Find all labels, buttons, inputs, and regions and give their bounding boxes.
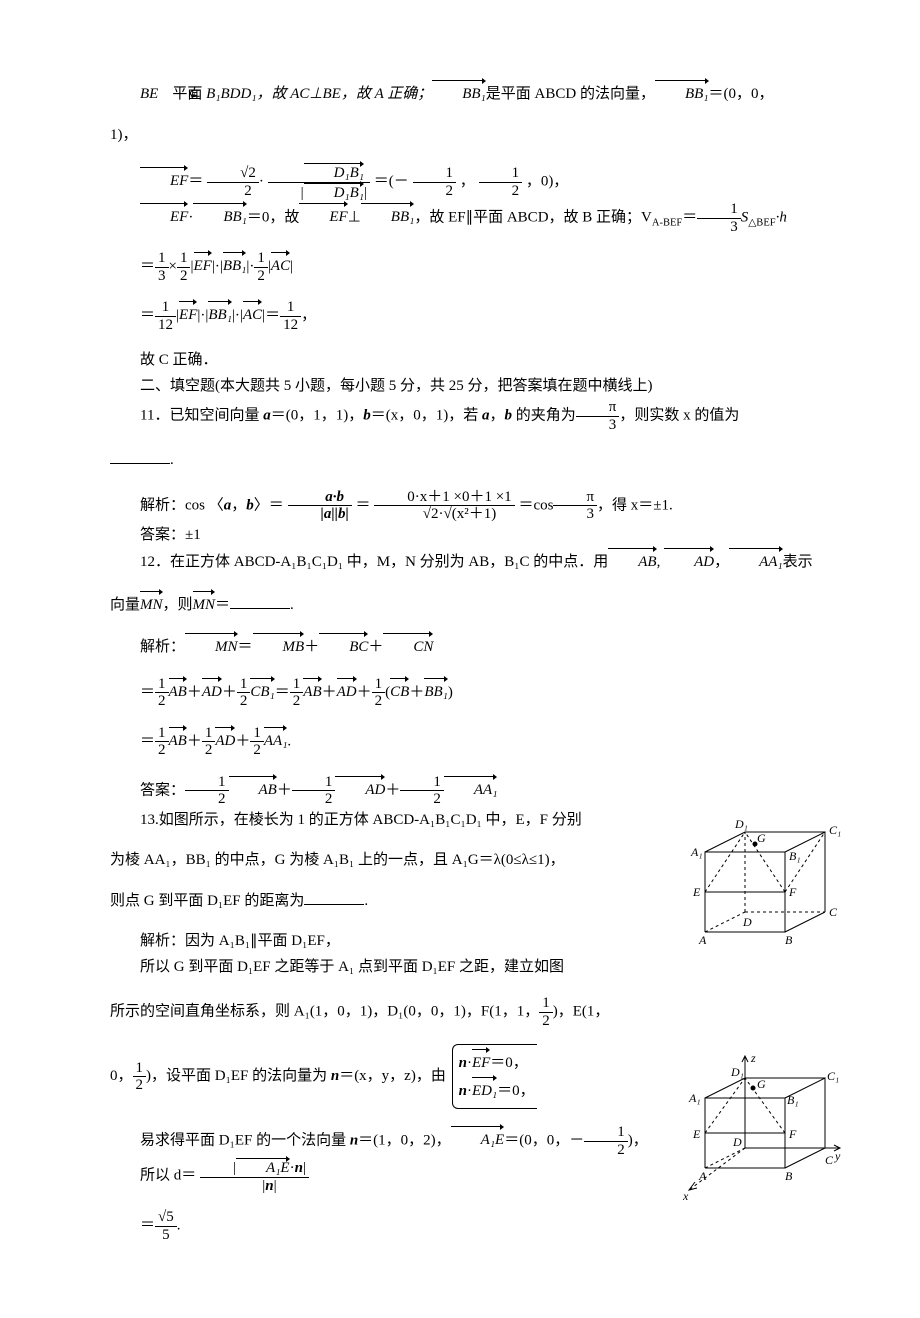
fill-blank[interactable] [110, 463, 170, 464]
brace-icon: n·EF＝0， n·ED₁＝0， [452, 1044, 537, 1109]
svg-text:D: D [742, 915, 752, 929]
vector-icon: BB₁ [432, 80, 486, 108]
text: 是平面 ABCD 的法向量， [486, 86, 655, 102]
answer-12: 答案：12AB＋12AD＋12AA₁ [110, 774, 850, 808]
svg-text:E: E [692, 885, 701, 899]
svg-text:A: A [698, 933, 707, 947]
solution-12: 解析：MN＝MB＋BC＋CN [110, 633, 850, 661]
text: B₁BDD₁，故 AC⊥BE，故 A 正确； [206, 86, 432, 102]
blank-line: . [110, 448, 850, 474]
vector-icon: EF [140, 203, 188, 231]
paragraph: 1)， [110, 123, 850, 149]
cube-svg: A B C D A₁ B₁ C₁ D₁ E F G [685, 812, 850, 962]
svg-text:C: C [829, 905, 838, 919]
paragraph: EF·BB₁＝0，故EF⊥BB₁，故 EF∥平面 ABCD，故 B 正确；VA-… [110, 201, 850, 235]
svg-text:z: z [750, 1051, 756, 1065]
fraction: 13 [697, 201, 741, 235]
answer-11: 答案：±1 [110, 523, 850, 549]
svg-text:D₁: D₁ [730, 1065, 744, 1079]
paragraph: 故 C 正确． [110, 348, 850, 374]
svg-text:D₁: D₁ [734, 817, 748, 831]
figure-cube-2: A B C D A₁ B₁ C₁ D₁ E F G x y z [675, 1048, 850, 1218]
svg-text:y: y [834, 1149, 841, 1163]
svg-text:G: G [757, 831, 766, 845]
text: BE [140, 86, 158, 102]
svg-text:C₁: C₁ [827, 1069, 839, 1083]
text: ＝(－ [374, 173, 409, 189]
equation: ＝12AB＋AD＋12CB₁＝12AB＋AD＋12(CB＋BB₁) [140, 676, 850, 710]
svg-text:F: F [788, 1127, 797, 1141]
fraction: D₁B₁ |D₁B₁| [268, 163, 370, 201]
svg-text:E: E [692, 1127, 701, 1141]
figure-cube-1: A B C D A₁ B₁ C₁ D₁ E F G [685, 812, 850, 972]
text: 1)， [110, 127, 138, 143]
svg-text:G: G [757, 1077, 766, 1091]
equation: ＝112|EF|·|BB₁|·|AC|＝112， [140, 299, 850, 333]
text: ，0)， [526, 173, 569, 189]
svg-text:B₁: B₁ [787, 1093, 799, 1107]
svg-text:B: B [785, 1169, 793, 1183]
vector-icon: EF [299, 203, 347, 231]
svg-text:C: C [825, 1153, 834, 1167]
svg-text:A₁: A₁ [690, 845, 703, 859]
solution-11: 解析：cos 〈a，b〉＝ a·b|a||b| ＝ 0·x＋1 ×0＋1 ×1√… [110, 489, 850, 523]
fill-blank[interactable] [230, 608, 290, 609]
svg-text:C₁: C₁ [829, 823, 841, 837]
fraction: |A₁E·n| |n| [200, 1158, 309, 1194]
cube-axes-svg: A B C D A₁ B₁ C₁ D₁ E F G x y z [675, 1048, 850, 1208]
fraction: √22 [207, 165, 259, 199]
text: ＝(0，0， [709, 86, 774, 102]
page: BE⊂平面 B₁BDD₁，故 AC⊥BE，故 A 正确；BB₁是平面 ABCD … [0, 0, 920, 1318]
svg-text:F: F [788, 885, 797, 899]
equation: EF＝ √22· D₁B₁ |D₁B₁| ＝(－ 12 ， 12 ，0)， [110, 163, 850, 201]
svg-text:A₁: A₁ [688, 1091, 701, 1105]
fraction: 12 [413, 165, 457, 199]
svg-text:B₁: B₁ [789, 849, 801, 863]
vector-icon: BB₁ [361, 203, 415, 231]
question-12: 12．在正方体 ABCD-A₁B₁C₁D₁ 中，M，N 分别为 AB，B₁C 的… [110, 548, 850, 576]
svg-text:A: A [698, 1169, 707, 1183]
equation: ＝13×12|EF|·|BB₁|·12|AC| [140, 250, 850, 284]
question-12-line2: 向量MN，则MN＝. [110, 591, 850, 619]
vector-icon: BB₁ [193, 203, 247, 231]
svg-text:B: B [785, 933, 793, 947]
equation: ＝12AB＋12AD＋12AA₁. [140, 725, 850, 759]
section-heading: 二、填空题(本大题共 5 小题，每小题 5 分，共 25 分，把答案填在题中横线… [110, 374, 850, 400]
paragraph: BE⊂平面 B₁BDD₁，故 AC⊥BE，故 A 正确；BB₁是平面 ABCD … [110, 80, 850, 108]
fill-blank[interactable] [304, 904, 364, 905]
solution-13-c: 所示的空间直角坐标系，则 A₁(1，0，1)，D₁(0，0，1)，F(1，1，1… [110, 995, 850, 1029]
fraction: 12 [479, 165, 523, 199]
svg-text:D: D [732, 1135, 742, 1149]
vector-icon: BB₁ [655, 80, 709, 108]
svg-text:x: x [682, 1189, 689, 1203]
proper-subset-icon: ⊂ [158, 82, 172, 108]
vector-icon: EF [140, 167, 188, 195]
question-11: 11．已知空间向量 a＝(0，1，1)，b＝(x，0，1)，若 a，b 的夹角为… [110, 399, 850, 433]
